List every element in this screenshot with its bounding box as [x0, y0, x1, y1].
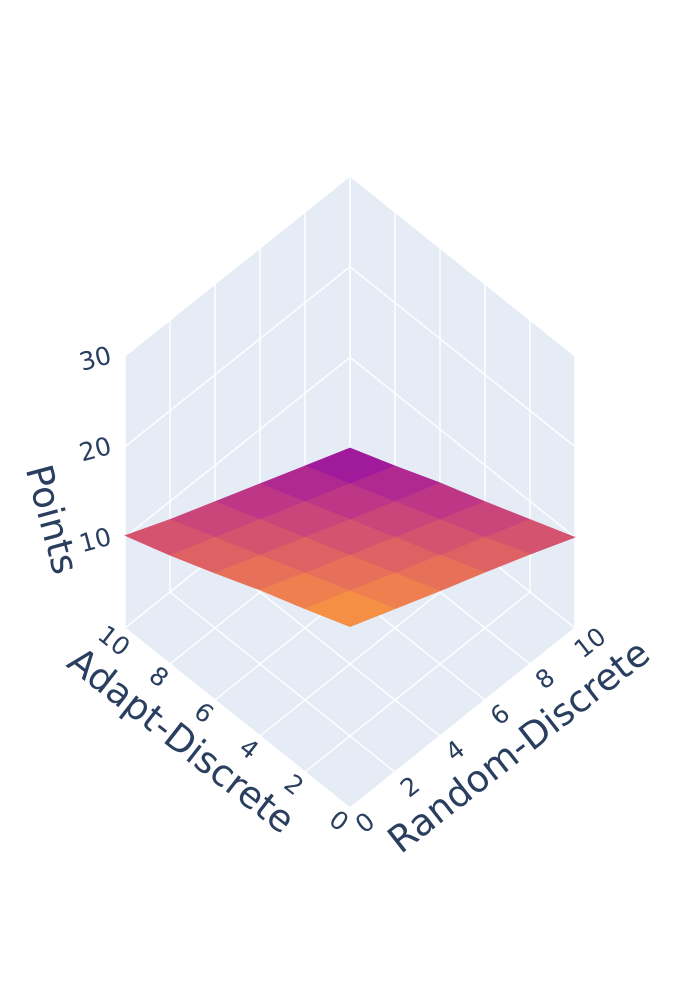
- z-tick-label: 30: [76, 341, 114, 377]
- wall-grid-z: [124, 175, 351, 357]
- floor-grid-x: [349, 627, 576, 809]
- surface: [124, 447, 576, 628]
- wall-grid-z: [124, 356, 351, 538]
- wall-grid-z: [124, 266, 351, 448]
- floor-grid-y: [124, 627, 351, 809]
- floor-grid-x: [304, 591, 531, 773]
- z-axis-title: Points: [17, 460, 87, 578]
- wall-grid-z: [349, 175, 576, 357]
- surface-patch: [304, 590, 396, 628]
- z-tick-label: 20: [76, 431, 114, 467]
- wall-grid-z: [349, 356, 576, 538]
- x-tick-label: 0: [324, 804, 354, 837]
- y-tick-label: 0: [350, 806, 380, 839]
- wall-grid-z: [349, 266, 576, 448]
- floor-grid-y: [169, 591, 396, 773]
